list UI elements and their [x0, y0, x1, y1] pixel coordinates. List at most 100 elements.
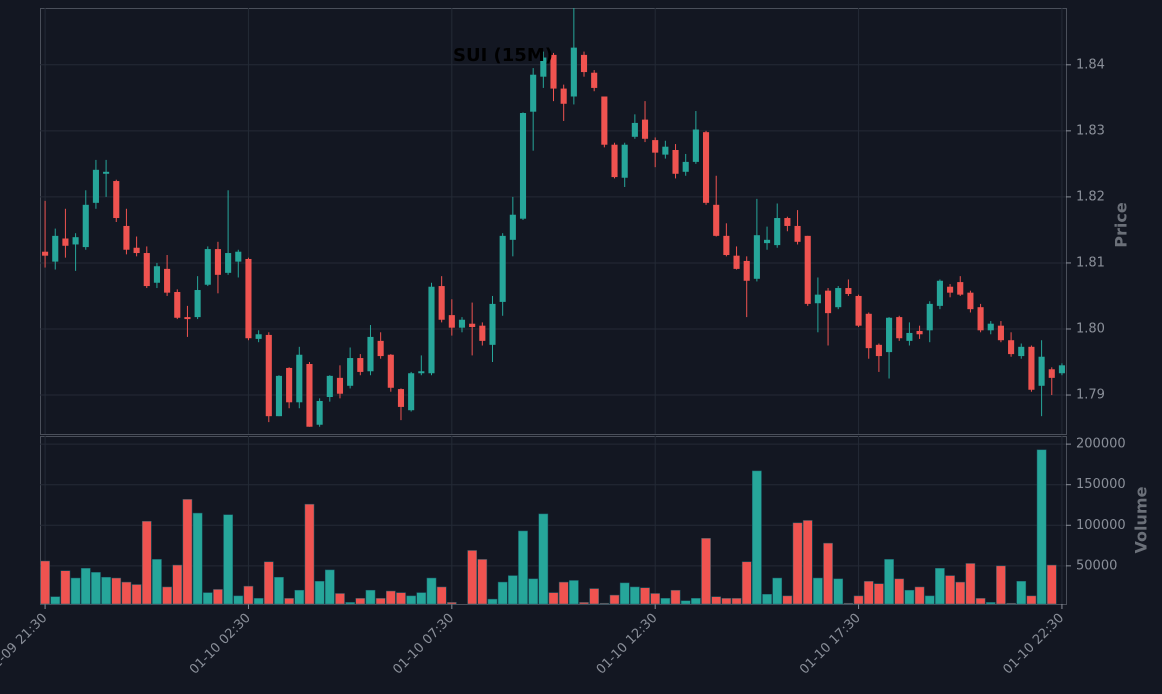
volume-bar — [406, 595, 416, 605]
candle-body — [275, 375, 283, 417]
volume-bar — [446, 602, 457, 605]
candle-body — [886, 317, 893, 353]
volume-bar — [60, 570, 71, 605]
volume-bar — [243, 585, 254, 605]
y-tick-label: 1.79 — [1076, 388, 1105, 403]
volume-bar — [50, 596, 61, 605]
candle-body — [72, 237, 79, 245]
volume-bar — [782, 595, 793, 605]
candle-body — [997, 325, 1004, 341]
candle-body — [570, 47, 577, 97]
candle-body — [947, 286, 954, 293]
candle-body — [387, 354, 394, 388]
candle-body — [977, 307, 984, 331]
volume-bar — [528, 578, 538, 605]
y-tick-label: 1.83 — [1076, 123, 1105, 138]
candle-body — [814, 294, 821, 304]
volume-bar — [914, 586, 925, 605]
candle-body — [723, 235, 730, 256]
candle-body — [52, 235, 59, 262]
candle-body — [987, 323, 994, 331]
candle-body — [763, 239, 771, 244]
candle-body — [713, 204, 720, 236]
candle-body — [113, 181, 120, 219]
candle-body — [784, 218, 791, 226]
candle-body — [580, 54, 588, 73]
candle-body — [591, 72, 598, 88]
candle-body — [377, 340, 384, 357]
candle-body — [438, 286, 445, 320]
y-tick-label: 1.82 — [1076, 189, 1105, 204]
volume-bar — [609, 594, 620, 605]
volume-bar — [701, 538, 711, 605]
volume-bar — [985, 602, 996, 605]
candle-body — [286, 367, 293, 403]
volume-bar — [40, 560, 50, 605]
candle-body — [326, 375, 333, 398]
candle-body — [672, 150, 679, 174]
y-axis-label: Price — [1112, 202, 1131, 248]
candle-body — [916, 330, 923, 335]
y-tick-label: 1.81 — [1076, 255, 1105, 270]
volume-bar — [335, 593, 345, 605]
volume-bar — [365, 589, 376, 605]
volume-bar — [416, 592, 427, 605]
volume-bar — [680, 600, 691, 605]
volume-bar — [121, 581, 132, 605]
candle-body — [479, 325, 486, 341]
volume-bar — [202, 592, 213, 605]
volume-bar — [802, 520, 813, 605]
candle-body — [560, 88, 567, 104]
volume-bar — [579, 602, 589, 605]
candle-body — [82, 204, 89, 248]
y2-tick-label: 150000 — [1076, 477, 1126, 492]
volume-bar — [894, 578, 905, 605]
candle-body — [428, 286, 435, 374]
volume-bar — [182, 499, 193, 605]
volume-bar — [762, 594, 772, 605]
candle-body — [397, 389, 405, 407]
candle-body — [194, 290, 201, 318]
volume-bar — [874, 583, 884, 605]
candle-body — [164, 268, 171, 293]
y2-axis-label: Volume — [1132, 486, 1151, 553]
volume-bar — [1016, 581, 1027, 605]
volume-bar — [792, 522, 803, 605]
candle-body — [926, 303, 933, 331]
candle-body — [540, 57, 547, 77]
candle-body — [733, 255, 740, 269]
candle-body — [123, 225, 130, 250]
volume-bar — [1006, 602, 1016, 605]
volume-bar — [192, 512, 203, 605]
volume-bar — [691, 598, 701, 605]
volume-bar — [487, 598, 498, 605]
volume-bar — [375, 598, 386, 605]
volume-bar — [538, 513, 549, 605]
volume-bar — [731, 598, 742, 605]
volume-bar — [294, 589, 305, 605]
candle-body — [875, 344, 882, 357]
volume-bar — [223, 514, 233, 605]
candle-body — [62, 238, 69, 246]
volume-bar — [284, 598, 294, 605]
candle-body — [753, 235, 760, 279]
volume-bar — [975, 598, 986, 605]
candle-body — [336, 377, 344, 394]
volume-bar — [843, 602, 854, 605]
candle-body — [1018, 346, 1025, 357]
y-tick-label: 1.84 — [1076, 57, 1105, 72]
volume-bar — [263, 561, 274, 605]
volume-bar — [904, 589, 915, 605]
y2-tick-label: 100000 — [1076, 518, 1126, 533]
volume-bar — [660, 598, 671, 605]
candle-body — [489, 303, 496, 345]
candle-body — [347, 358, 354, 386]
candle-body — [621, 144, 628, 178]
volume-bar — [599, 602, 610, 605]
candle-body — [245, 258, 252, 339]
candle-body — [896, 317, 903, 339]
volume-bar — [945, 575, 955, 605]
volume-bar — [345, 602, 355, 605]
y-tick-label: 1.80 — [1076, 321, 1105, 336]
